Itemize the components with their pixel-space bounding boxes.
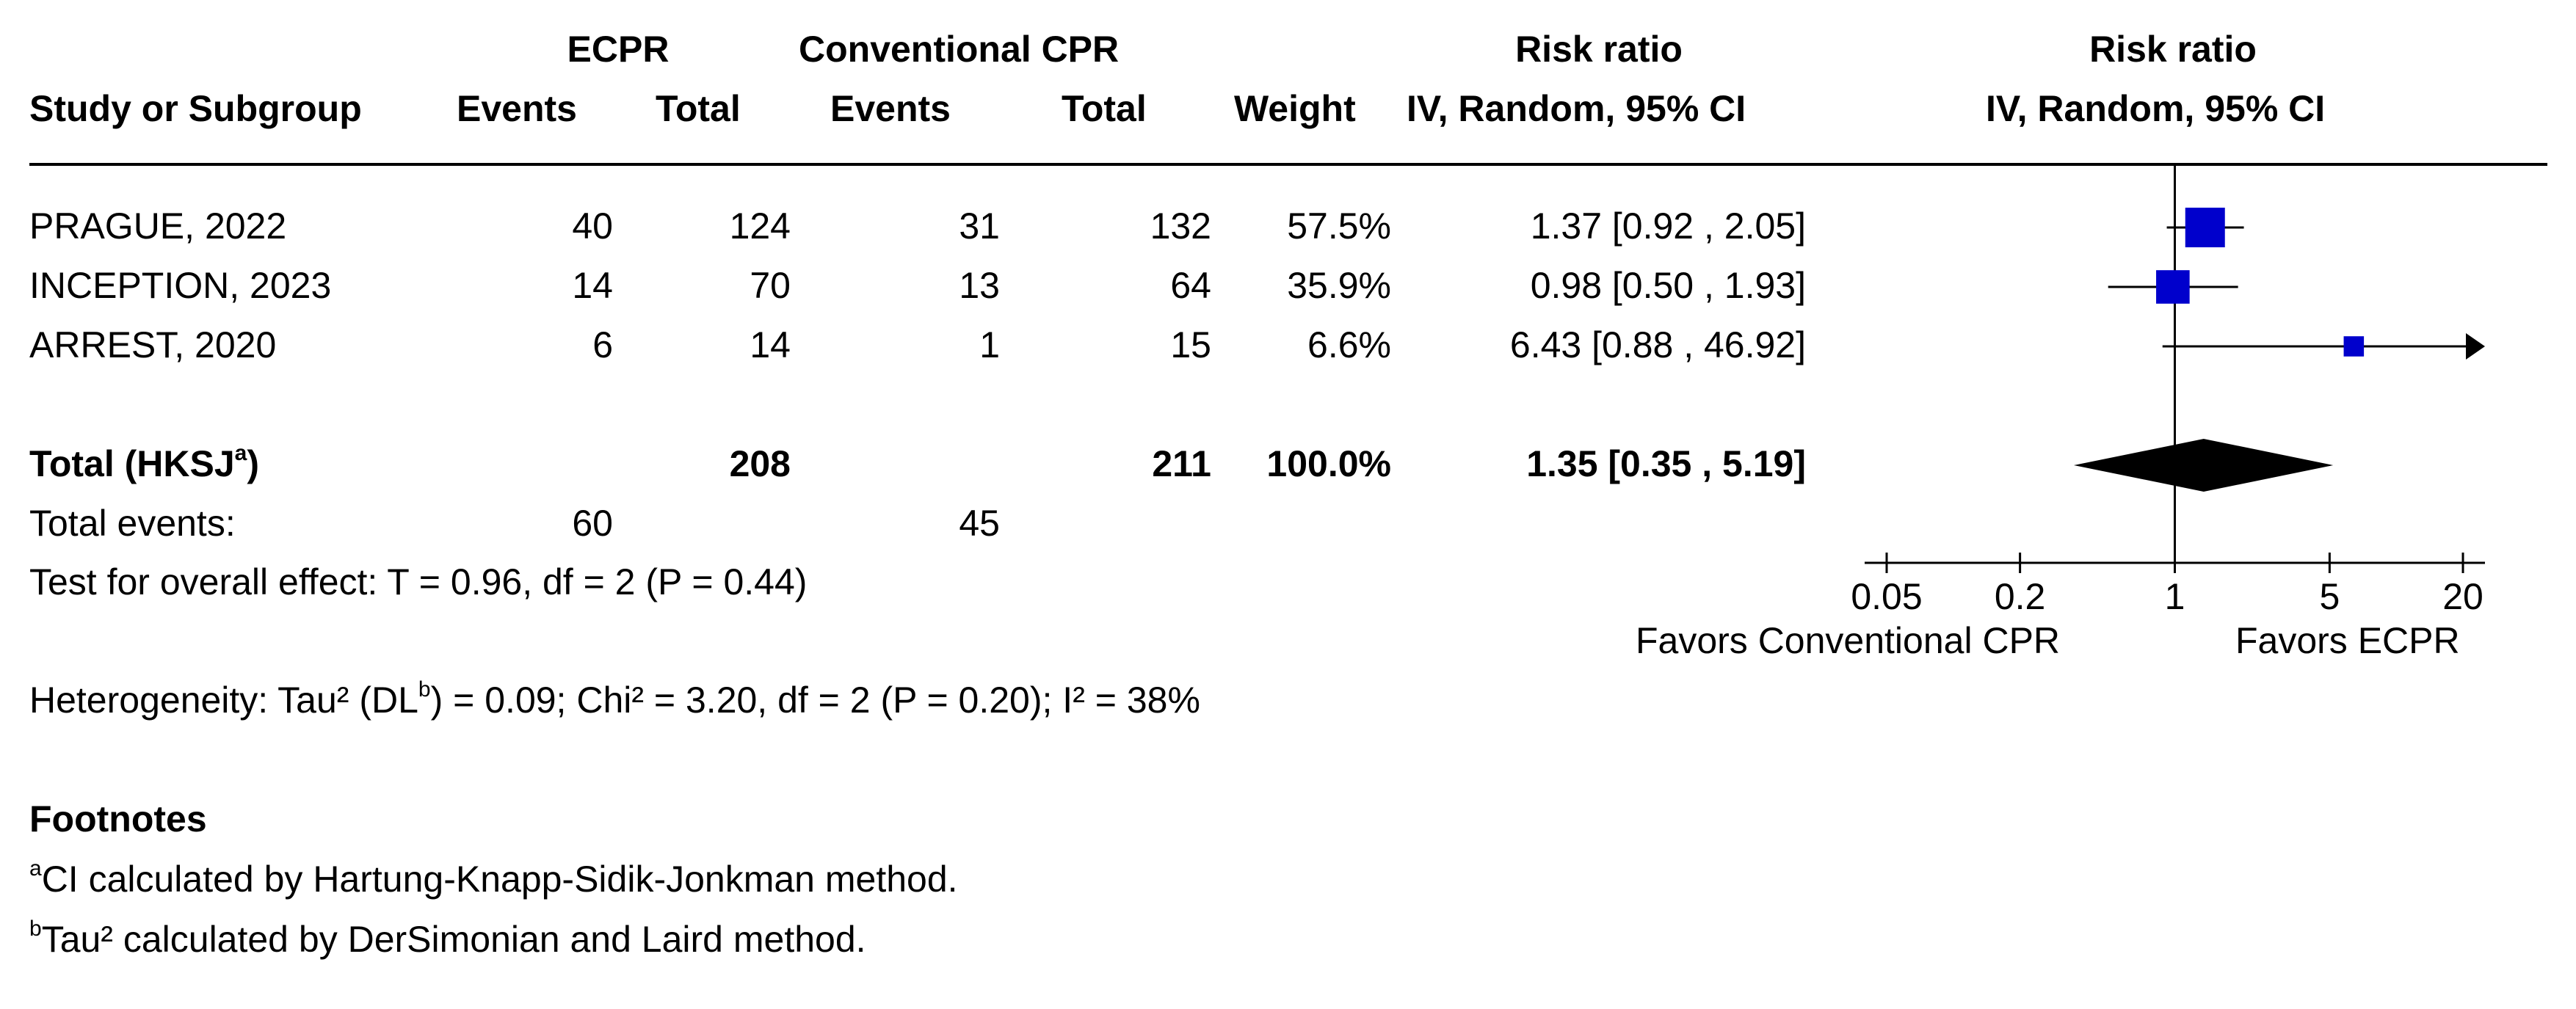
x-tick-label: 0.2 bbox=[1995, 576, 2046, 617]
study-column-header: Study or Subgroup bbox=[29, 88, 362, 129]
ecpr-events: 14 bbox=[572, 265, 613, 306]
ccpr-total: 64 bbox=[1170, 265, 1211, 306]
effect-square bbox=[2156, 270, 2190, 304]
study-ci-text: 0.98 [0.50 , 1.93] bbox=[1530, 265, 1806, 306]
risk-ratio-text-header: Risk ratio bbox=[1515, 29, 1683, 70]
ccpr-total-sum: 211 bbox=[1152, 443, 1211, 484]
ci-arrow bbox=[2466, 333, 2485, 360]
pooled-diamond bbox=[2073, 439, 2334, 492]
favors-conventional-label: Favors Conventional CPR bbox=[1636, 620, 2061, 661]
ecpr-total-sum: 208 bbox=[729, 443, 791, 484]
favors-ecpr-label: Favors ECPR bbox=[2235, 620, 2460, 661]
total-events-label: Total events: bbox=[29, 503, 236, 544]
total-label: Total (HKSJa) bbox=[29, 441, 259, 485]
ccpr-total-events: 45 bbox=[959, 503, 1000, 544]
method-plot-header: IV, Random, 95% CI bbox=[1986, 88, 2326, 129]
total-weight: 100.0% bbox=[1266, 443, 1391, 484]
header-divider bbox=[29, 163, 2547, 166]
ccpr-events: 1 bbox=[979, 324, 1000, 365]
ecpr-total: 124 bbox=[729, 205, 791, 247]
ecpr-events-header: Events bbox=[457, 88, 577, 129]
overall-effect-text: Test for overall effect: T = 0.96, df = … bbox=[29, 561, 808, 602]
conventional-cpr-group-header: Conventional CPR bbox=[799, 29, 1120, 70]
ccpr-total-header: Total bbox=[1062, 88, 1147, 129]
ecpr-total-events: 60 bbox=[572, 503, 613, 544]
x-tick-label: 5 bbox=[2319, 576, 2340, 617]
footnotes-title: Footnotes bbox=[29, 798, 207, 839]
ecpr-events: 40 bbox=[572, 205, 613, 247]
ecpr-total: 70 bbox=[750, 265, 791, 306]
weight-header: Weight bbox=[1234, 88, 1356, 129]
pooled-ci-text: 1.35 [0.35 , 5.19] bbox=[1526, 443, 1806, 484]
x-tick-label: 1 bbox=[2165, 576, 2185, 617]
ecpr-events: 6 bbox=[592, 324, 613, 365]
ecpr-total-header: Total bbox=[656, 88, 741, 129]
study-name: PRAGUE, 2022 bbox=[29, 205, 287, 247]
footnote-b: bTau² calculated by DerSimonian and Lair… bbox=[29, 917, 866, 961]
ccpr-events-header: Events bbox=[830, 88, 951, 129]
study-weight: 35.9% bbox=[1287, 265, 1391, 306]
risk-ratio-plot-header: Risk ratio bbox=[2089, 29, 2257, 70]
heterogeneity-text: Heterogeneity: Tau² (DLb) = 0.09; Chi² =… bbox=[29, 677, 1200, 721]
x-tick-label: 0.05 bbox=[1851, 576, 1922, 617]
study-weight: 57.5% bbox=[1287, 205, 1391, 247]
footnote-a: aCI calculated by Hartung-Knapp-Sidik-Jo… bbox=[29, 856, 958, 900]
study-weight: 6.6% bbox=[1307, 324, 1391, 365]
ccpr-events: 31 bbox=[959, 205, 1000, 247]
method-text-header: IV, Random, 95% CI bbox=[1407, 88, 1746, 129]
ccpr-events: 13 bbox=[959, 265, 1000, 306]
study-ci-text: 1.37 [0.92 , 2.05] bbox=[1530, 205, 1806, 247]
ccpr-total: 15 bbox=[1170, 324, 1211, 365]
ecpr-group-header: ECPR bbox=[567, 29, 670, 70]
x-tick-label: 20 bbox=[2442, 576, 2484, 617]
study-name: INCEPTION, 2023 bbox=[29, 265, 332, 306]
study-ci-text: 6.43 [0.88 , 46.92] bbox=[1509, 324, 1806, 365]
effect-square bbox=[2343, 336, 2365, 357]
effect-square bbox=[2185, 208, 2225, 247]
study-name: ARREST, 2020 bbox=[29, 324, 277, 365]
ccpr-total: 132 bbox=[1150, 205, 1211, 247]
ecpr-total: 14 bbox=[750, 324, 791, 365]
